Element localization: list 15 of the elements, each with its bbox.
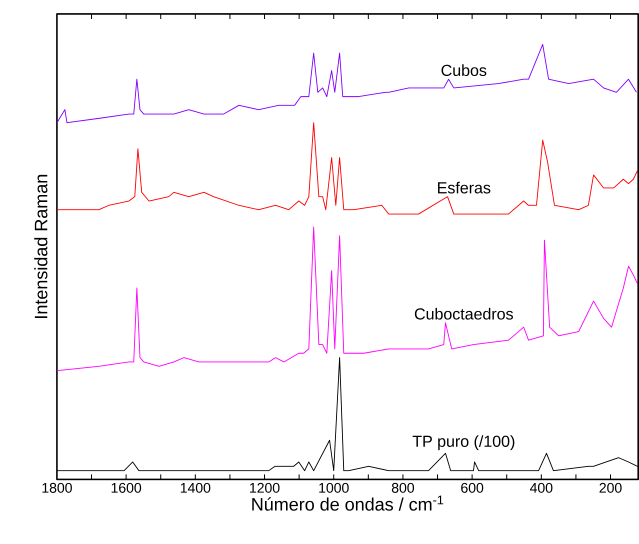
x-axis-title: Número de ondas / cm$^{-1}$ bbox=[252, 495, 444, 511]
x-tick-label: 600 bbox=[461, 482, 484, 493]
x-tick-label: 1200 bbox=[250, 482, 280, 493]
x-tick-label: 400 bbox=[530, 482, 552, 493]
x-tick-label: 1600 bbox=[112, 482, 142, 493]
x-tick-label: 200 bbox=[600, 482, 622, 493]
series-label: Cubos bbox=[442, 64, 486, 76]
y-axis-title: Intensidad Raman bbox=[34, 174, 48, 318]
x-tick-label: 800 bbox=[392, 482, 414, 493]
x-tick-label: 1800 bbox=[42, 482, 72, 493]
series-label: Esferas bbox=[438, 182, 490, 194]
series-label: Cuboctaedros bbox=[414, 308, 513, 320]
series-label: TP puro (/100) bbox=[412, 435, 514, 450]
x-tick-label: 1000 bbox=[319, 482, 349, 493]
x-tick-label: 1400 bbox=[180, 482, 210, 493]
